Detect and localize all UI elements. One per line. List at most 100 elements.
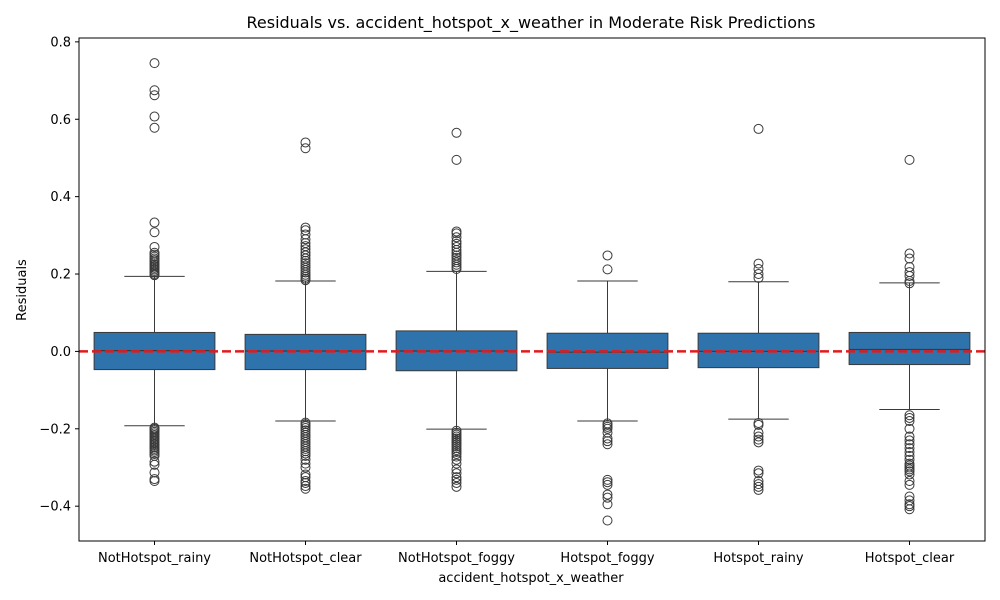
outlier-point [300,267,311,278]
outlier-point [602,499,613,510]
outlier-point [753,468,764,479]
outlier-point [451,448,462,459]
plot-area: −0.4 −0.2 0.0 0.2 0.4 0.6 0.8 NotHotspot_rainy N… [39,35,986,566]
outlier-point [904,454,915,465]
outlier-point [904,450,915,461]
outlier-point [753,258,764,269]
outlier-point [149,476,160,487]
outlier-point [300,137,311,148]
outlier-point [451,257,462,268]
outlier-point [904,248,915,259]
outlier-point [149,459,160,470]
x-tick-label: Hotspot_foggy [560,551,654,566]
y-tick-label: −0.2 [39,422,71,437]
outlier-point [149,270,160,281]
outlier-point [602,264,613,275]
outlier-point [753,123,764,134]
outlier-point [451,245,462,256]
outlier-point [904,154,915,165]
outlier-point [149,90,160,101]
box-group-NotHotspot_foggy [395,127,518,492]
outlier-point [300,477,311,488]
box-group-Hotspot_foggy [546,250,669,526]
outlier-point [753,484,764,495]
outlier-point [602,474,613,485]
outlier-point [602,489,613,500]
outlier-point [300,454,311,465]
y-axis-label: Residuals [15,259,30,321]
outlier-point [451,259,462,270]
outlier-point [451,481,462,492]
x-tick-label: NotHotspot_foggy [398,551,515,566]
outlier-point [602,436,613,447]
outlier-point [904,435,915,446]
outlier-point [753,479,764,490]
outlier-point [904,504,915,515]
outlier-point [753,427,764,438]
outlier-point [149,217,160,228]
outlier-point [904,479,915,490]
y-tick-label: 0.2 [50,268,71,283]
x-tick-label: Hotspot_clear [865,551,955,566]
outlier-point [451,458,462,469]
box-group-NotHotspot_clear [244,137,367,494]
outlier-point [904,270,915,281]
outlier-point [451,127,462,138]
box-group-Hotspot_clear [848,154,971,515]
box-group-NotHotspot_rainy [93,58,216,487]
x-axis-label: accident_hotspot_x_weather [438,571,624,586]
outlier-point [149,241,160,252]
outlier-point [602,250,613,261]
outlier-point [904,423,915,434]
outlier-point [451,474,462,485]
outlier-point [602,515,613,526]
outlier-point [753,269,764,280]
outlier-point [753,419,764,430]
outlier-point [753,434,764,445]
outlier-point [300,450,311,461]
outlier-point [602,423,613,434]
plot-frame [78,37,986,542]
outlier-point [451,247,462,258]
x-tick-label: Hotspot_rainy [713,551,804,566]
y-tick-label: −0.4 [39,500,71,515]
outlier-point [149,58,160,69]
outlier-point [300,462,311,473]
outlier-point [904,262,915,273]
outlier-point [753,437,764,448]
outlier-point [753,431,764,442]
outlier-point [602,477,613,488]
iqr-box [848,331,971,366]
outlier-point [753,465,764,476]
outlier-point [300,143,311,154]
outlier-point [149,85,160,96]
outlier-point [300,275,311,286]
outlier-point [753,417,764,428]
outlier-point [904,412,915,423]
outlier-point [149,227,160,238]
outlier-point [904,491,915,502]
outlier-point [904,439,915,450]
outlier-point [149,122,160,133]
outlier-point [904,416,915,427]
outlier-point [602,492,613,503]
outlier-point [904,275,915,286]
outlier-point [602,479,613,490]
y-tick-label: 0.0 [50,345,71,360]
outlier-point [300,443,311,454]
outlier-point [300,222,311,233]
x-tick-label: NotHotspot_clear [249,551,362,566]
outlier-point [451,464,462,475]
chart-title: Residuals vs. accident_hotspot_x_weather… [246,13,815,33]
y-tick-label: 0.8 [50,35,71,50]
outlier-point [149,111,160,122]
outlier-point [300,483,311,494]
outlier-point [451,263,462,274]
outlier-point [904,443,915,454]
outlier-point [451,472,462,483]
outlier-point [753,481,764,492]
outlier-point [753,272,764,283]
outlier-point [300,481,311,492]
outlier-point [451,228,462,239]
y-tick-label: 0.6 [50,113,71,128]
